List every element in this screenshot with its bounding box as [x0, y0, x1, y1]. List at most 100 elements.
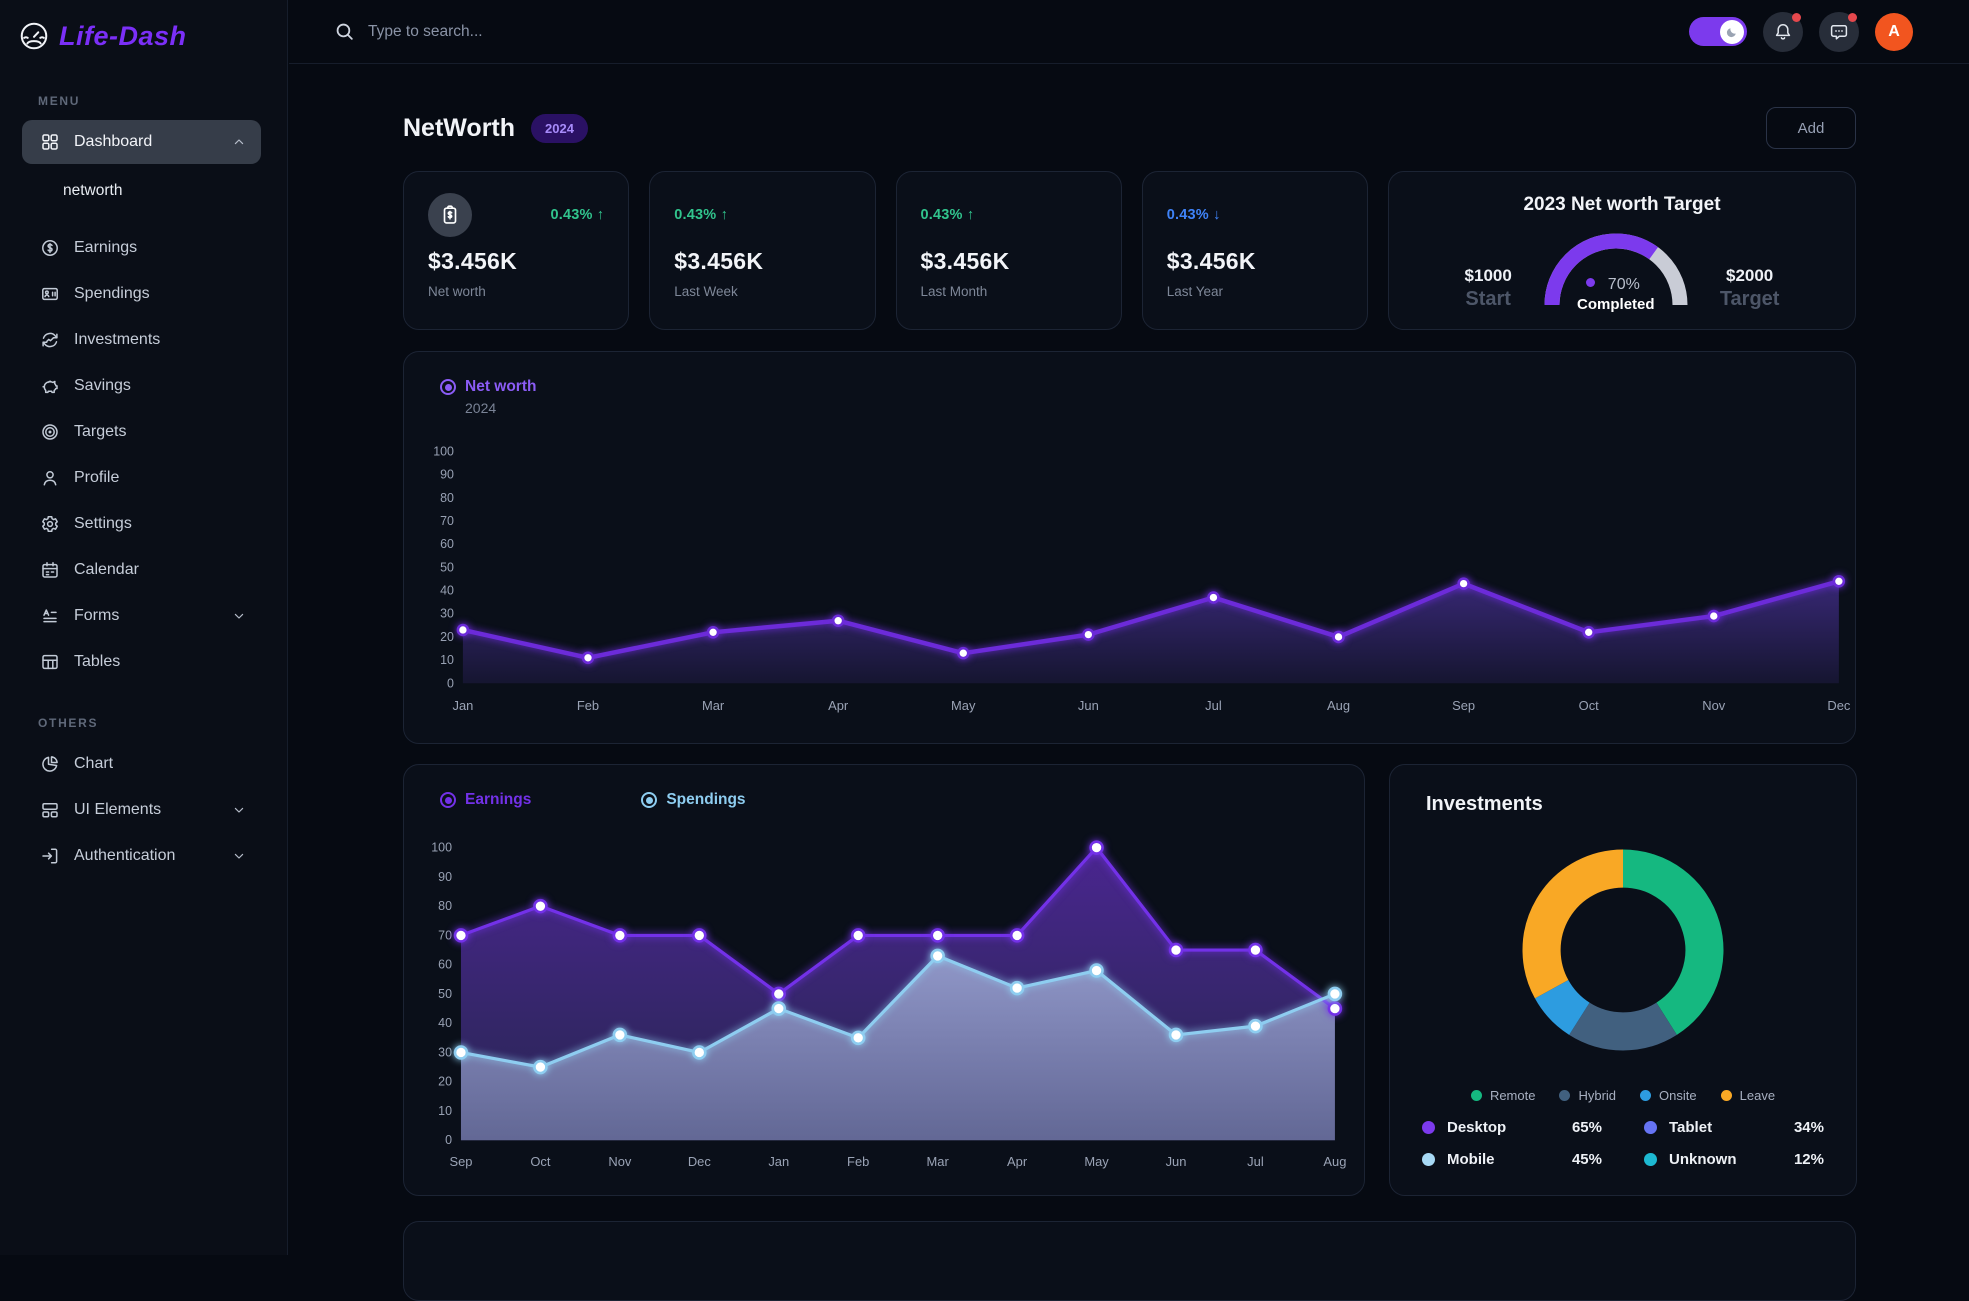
svg-text:Aug: Aug	[1323, 1154, 1346, 1169]
sidebar-item-targets[interactable]: Targets	[22, 410, 261, 454]
sidebar-item-forms[interactable]: Forms	[22, 594, 261, 638]
donut-legend-hybrid[interactable]: Hybrid	[1559, 1088, 1616, 1103]
legend-title: Net worth	[465, 378, 537, 395]
main-content: NetWorth 2024 Add 0.43% ↑ $3.456K Net wort…	[289, 65, 1969, 1301]
svg-text:10: 10	[440, 653, 454, 667]
sidebar-item-tables[interactable]: Tables	[22, 640, 261, 684]
sidebar-nav: MENU Dashboard networth Earnings Spendings In…	[0, 94, 287, 878]
svg-text:Sep: Sep	[449, 1154, 472, 1169]
legend-dot-icon	[1640, 1090, 1652, 1101]
sidebar-item-label: UI Elements	[74, 801, 162, 818]
sidebar-item-calendar[interactable]: Calendar	[22, 548, 261, 592]
svg-text:Feb: Feb	[847, 1154, 869, 1169]
sidebar-item-profile[interactable]: Profile	[22, 456, 261, 500]
stat-dot-icon	[1422, 1153, 1435, 1166]
stat-value: $3.456K	[1166, 248, 1256, 274]
chevron-down-icon	[231, 608, 247, 624]
sidebar-item-label: Spendings	[74, 285, 150, 302]
stat-card-last-month: 0.43% ↑ $3.456K Last Month	[895, 171, 1122, 330]
stat-label: Last Month	[920, 284, 988, 299]
chat-icon	[1829, 22, 1849, 42]
svg-text:60: 60	[440, 537, 454, 551]
donut-legend-onsite[interactable]: Onsite	[1640, 1088, 1697, 1103]
svg-text:0: 0	[447, 676, 454, 690]
svg-text:Mar: Mar	[927, 1154, 950, 1169]
earnings-icon	[40, 238, 60, 258]
networth-chart-legend[interactable]: Net worth 2024	[440, 378, 536, 416]
svg-text:90: 90	[440, 468, 454, 482]
logo[interactable]: Life-Dash	[0, 0, 287, 52]
sidebar-item-dashboard[interactable]: Dashboard	[22, 120, 261, 164]
svg-text:Dec: Dec	[1827, 698, 1851, 713]
target-value: $2000	[1725, 266, 1774, 285]
svg-text:0: 0	[445, 1133, 452, 1147]
radio-icon	[641, 792, 658, 808]
investments-title: Investments	[1426, 793, 1543, 815]
dashboard-icon	[40, 132, 60, 152]
topbar: A	[289, 0, 1969, 64]
svg-text:Aug: Aug	[1327, 698, 1350, 713]
avatar[interactable]: A	[1875, 12, 1913, 51]
stat-value: 65%	[1571, 1119, 1602, 1136]
sidebar-item-settings[interactable]: Settings	[22, 502, 261, 546]
svg-text:30: 30	[440, 607, 454, 621]
stat-value: 12%	[1793, 1151, 1824, 1168]
earnings-spendings-card: Earnings Spendings 0 10 20 30 40 50 60 70 80 90 100…	[403, 764, 1365, 1196]
gauge-dot-icon	[1585, 278, 1595, 287]
next-card-stub	[403, 1221, 1856, 1301]
sidebar-item-earnings[interactable]: Earnings	[22, 226, 261, 270]
svg-text:May: May	[1084, 1154, 1109, 1169]
legend-item-spendings[interactable]: Spendings	[641, 791, 746, 809]
svg-text:20: 20	[440, 630, 454, 644]
svg-text:Feb: Feb	[577, 698, 599, 713]
investments-donut-chart	[1522, 849, 1724, 1051]
svg-text:80: 80	[440, 491, 454, 505]
gauge-logo-icon	[18, 20, 50, 52]
dark-mode-toggle[interactable]	[1689, 17, 1747, 46]
message-badge	[1848, 12, 1857, 22]
legend-label: Hybrid	[1578, 1088, 1617, 1103]
gauge-percent-label: Completed	[1577, 296, 1655, 313]
chart-icon	[40, 754, 60, 774]
search-box[interactable]	[334, 21, 788, 42]
svg-text:Sep: Sep	[1452, 698, 1475, 713]
messages-button[interactable]	[1819, 11, 1859, 52]
sidebar-item-investments[interactable]: Investments	[22, 318, 261, 362]
legend-label: Onsite	[1659, 1088, 1697, 1103]
sidebar-item-spendings[interactable]: Spendings	[22, 272, 261, 316]
legend-item-earnings[interactable]: Earnings	[440, 791, 531, 809]
add-button[interactable]: Add	[1766, 107, 1856, 149]
sidebar-section-label: MENU	[38, 94, 81, 108]
sidebar-item-savings[interactable]: Savings	[22, 364, 261, 408]
svg-text:100: 100	[433, 444, 454, 458]
donut-legend-leave[interactable]: Leave	[1720, 1088, 1775, 1103]
sidebar-item-chart[interactable]: Chart	[22, 742, 261, 786]
stat-dot-icon	[1644, 1121, 1657, 1134]
sidebar-item-authentication[interactable]: Authentication	[22, 834, 261, 878]
sidebar-item-networth[interactable]: networth	[22, 166, 261, 216]
networth-area-chart: 0 10 20 30 40 50 60 70 80 90 100 Jan Feb Mar Apr May Jun…	[433, 444, 1851, 713]
change-indicator: 0.43% ↓	[1166, 207, 1221, 223]
sidebar-item-label: Chart	[74, 755, 114, 772]
donut-legend-remote[interactable]: Remote	[1470, 1088, 1535, 1103]
earnings-spendings-legend: Earnings Spendings	[440, 791, 746, 809]
logo-text: Life-Dash	[59, 20, 187, 51]
target-label: Target	[1719, 288, 1780, 310]
gauge-body: $1000 Start 70% Completed $2000 Target	[1413, 221, 1831, 313]
sidebar-item-ui-elements[interactable]: UI Elements	[22, 788, 261, 832]
legend-subtitle: 2024	[465, 400, 497, 416]
legend-dot-icon	[1559, 1090, 1571, 1101]
topbar-actions: A	[1689, 11, 1913, 52]
search-input[interactable]	[368, 22, 788, 41]
stat-label: Unknown	[1669, 1151, 1737, 1168]
svg-text:Oct: Oct	[530, 1154, 551, 1169]
stat-label: Net worth	[428, 284, 486, 299]
svg-text:90: 90	[438, 870, 452, 884]
donut-legend: Remote Hybrid Onsite Leave	[1422, 1088, 1824, 1103]
stat-card-net-worth: 0.43% ↑ $3.456K Net worth	[403, 171, 630, 330]
notifications-button[interactable]	[1763, 11, 1803, 52]
sidebar-item-label: Settings	[74, 515, 132, 532]
svg-text:Jun: Jun	[1078, 698, 1099, 713]
stat-row: 0.43% ↑ $3.456K Net worth 0.43% ↑ $3.456K Las…	[403, 171, 1856, 330]
start-label: Start	[1465, 288, 1511, 310]
